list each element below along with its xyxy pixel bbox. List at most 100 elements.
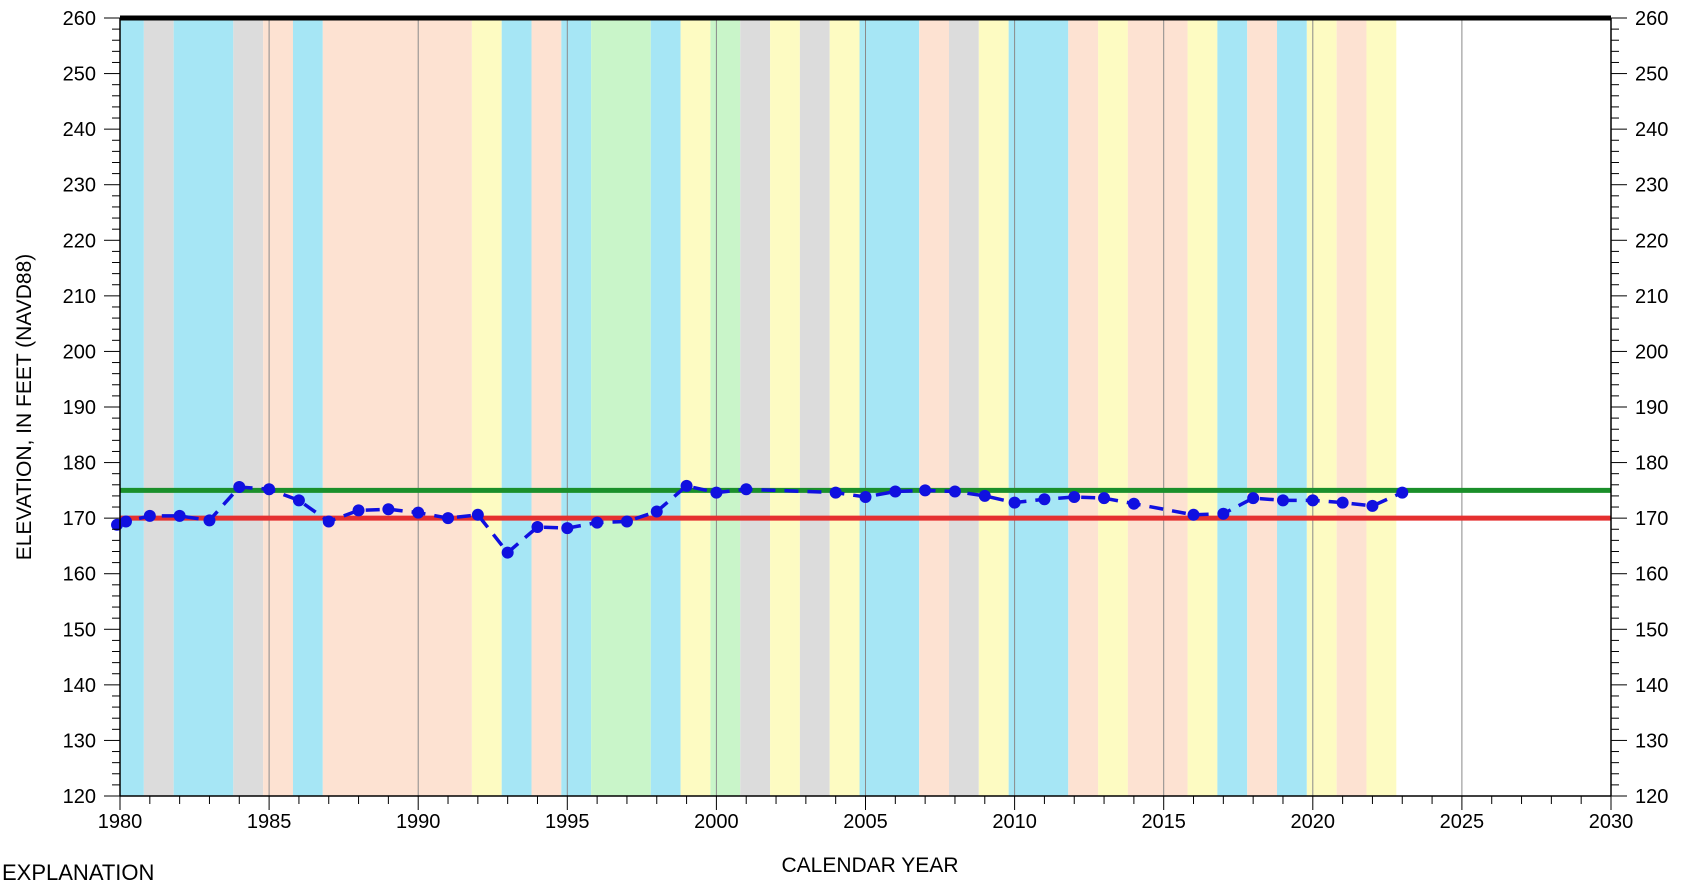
x-tick-label-1980: 1980 xyxy=(98,811,143,833)
y-tick-label-left-260: 260 xyxy=(63,8,96,30)
background-band-6 xyxy=(322,18,472,796)
data-point xyxy=(829,486,842,499)
y-tick-label-left-210: 210 xyxy=(63,286,96,308)
background-band-7 xyxy=(471,18,502,796)
data-series xyxy=(111,479,1409,559)
background-band-33 xyxy=(1366,18,1397,796)
background-band-1 xyxy=(143,18,174,796)
data-point xyxy=(978,489,991,502)
data-point xyxy=(561,522,574,535)
x-tick-label-1990: 1990 xyxy=(396,811,441,833)
data-point xyxy=(650,505,663,518)
background-band-30 xyxy=(1277,18,1307,796)
y-tick-label-right-140: 140 xyxy=(1635,675,1668,697)
background-band-29 xyxy=(1247,18,1278,796)
y-tick-label-left-150: 150 xyxy=(63,619,96,641)
background-band-28 xyxy=(1217,18,1248,796)
y-tick-label-right-210: 210 xyxy=(1635,286,1668,308)
background-band-20 xyxy=(919,18,949,796)
x-axis-title: CALENDAR YEAR xyxy=(781,854,958,877)
data-point xyxy=(203,514,216,527)
background-band-2 xyxy=(173,18,234,796)
y-axis-title: ELEVATION, IN FEET (NAVD88) xyxy=(13,254,36,561)
background-band-15 xyxy=(740,18,771,796)
data-point xyxy=(1038,493,1051,506)
background-band-4 xyxy=(263,18,293,796)
legend-header: EXPLANATION xyxy=(2,860,155,885)
y-tick-label-right-190: 190 xyxy=(1635,397,1668,419)
y-tick-label-left-190: 190 xyxy=(63,397,96,419)
x-tick-label-2025: 2025 xyxy=(1440,811,1485,833)
data-point xyxy=(889,485,902,498)
background-band-16 xyxy=(770,18,800,796)
data-point xyxy=(740,483,753,496)
background-band-22 xyxy=(978,18,1009,796)
background-band-3 xyxy=(233,18,264,796)
y-tick-label-right-260: 260 xyxy=(1635,8,1668,30)
data-point xyxy=(412,506,425,519)
x-tick-label-2020: 2020 xyxy=(1291,811,1336,833)
data-point xyxy=(1127,497,1140,510)
data-point xyxy=(382,503,395,516)
background-band-11 xyxy=(591,18,651,796)
y-tick-label-right-130: 130 xyxy=(1635,730,1668,752)
y-tick-label-left-120: 120 xyxy=(63,786,96,808)
background-band-19 xyxy=(859,18,920,796)
data-point xyxy=(471,508,484,521)
background-band-10 xyxy=(561,18,592,796)
data-point xyxy=(1276,494,1289,507)
background-band-26 xyxy=(1127,18,1188,796)
data-point xyxy=(1396,486,1409,499)
background-band-13 xyxy=(680,18,711,796)
data-point xyxy=(501,546,514,559)
y-tick-label-right-250: 250 xyxy=(1635,64,1668,86)
background-band-14 xyxy=(710,18,741,796)
background-band-8 xyxy=(501,18,532,796)
x-tick-label-2030: 2030 xyxy=(1589,811,1634,833)
background-band-25 xyxy=(1098,18,1128,796)
y-tick-label-right-170: 170 xyxy=(1635,508,1668,530)
data-point xyxy=(1336,496,1349,509)
y-tick-label-left-220: 220 xyxy=(63,230,96,252)
data-point xyxy=(948,485,961,498)
data-point xyxy=(1098,492,1111,505)
data-point xyxy=(173,509,186,522)
data-point xyxy=(292,494,305,507)
y-tick-label-right-220: 220 xyxy=(1635,230,1668,252)
data-point xyxy=(680,479,693,492)
data-point xyxy=(1068,491,1081,504)
data-point xyxy=(531,521,544,534)
y-tick-label-left-130: 130 xyxy=(63,730,96,752)
data-point xyxy=(1247,492,1260,505)
axes xyxy=(104,15,1627,810)
x-tick-label-1995: 1995 xyxy=(545,811,590,833)
y-tick-label-right-150: 150 xyxy=(1635,619,1668,641)
data-point xyxy=(442,512,455,525)
y-tick-label-left-180: 180 xyxy=(63,453,96,475)
data-point xyxy=(1306,494,1319,507)
data-point xyxy=(710,486,723,499)
background-band-32 xyxy=(1336,18,1367,796)
data-point xyxy=(1008,496,1021,509)
y-tick-label-left-140: 140 xyxy=(63,675,96,697)
x-tick-label-2015: 2015 xyxy=(1141,811,1186,833)
y-tick-label-right-230: 230 xyxy=(1635,175,1668,197)
background-band-27 xyxy=(1187,18,1218,796)
data-point xyxy=(1187,508,1200,521)
background-band-9 xyxy=(531,18,562,796)
background-band-31 xyxy=(1306,18,1337,796)
background-band-24 xyxy=(1068,18,1099,796)
y-tick-label-left-200: 200 xyxy=(63,341,96,363)
data-point xyxy=(263,483,276,496)
reference-lines xyxy=(120,487,1611,521)
x-tick-label-2000: 2000 xyxy=(694,811,739,833)
data-point xyxy=(620,515,633,528)
y-tick-label-left-160: 160 xyxy=(63,564,96,586)
y-tick-label-right-180: 180 xyxy=(1635,453,1668,475)
y-tick-label-right-200: 200 xyxy=(1635,341,1668,363)
background-band-0 xyxy=(120,18,144,796)
y-tick-label-right-240: 240 xyxy=(1635,119,1668,141)
background-band-18 xyxy=(829,18,860,796)
data-point xyxy=(352,504,365,517)
